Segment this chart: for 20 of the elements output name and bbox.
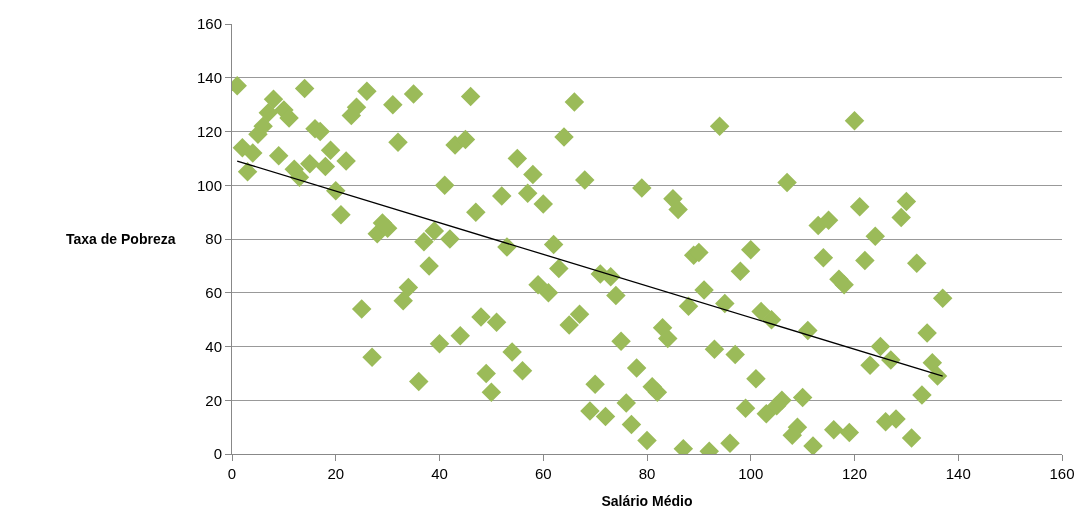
x-tick-label: 160 (1049, 465, 1075, 482)
x-axis-title: Salário Médio (601, 493, 693, 510)
x-tick-label: 120 (841, 465, 868, 482)
x-tick-label: 60 (534, 465, 552, 482)
x-tick-label: 100 (738, 465, 764, 482)
y-axis-title: Taxa de Pobreza (66, 231, 176, 247)
y-tick-label: 40 (205, 337, 222, 355)
x-tick-label: 40 (431, 465, 448, 482)
x-tick-label: 80 (638, 465, 656, 482)
y-tick-label: 80 (205, 230, 222, 248)
y-tick-label: 0 (213, 445, 222, 463)
x-tick-label: 140 (945, 465, 971, 482)
y-tick-label: 20 (205, 391, 222, 409)
x-tick-label: 20 (327, 465, 345, 482)
x-tick-label: 0 (227, 465, 237, 482)
y-tick-label: 60 (205, 284, 222, 301)
y-tick-label: 120 (196, 122, 222, 140)
y-tick-label: 100 (196, 176, 222, 194)
y-tick-label: 140 (196, 69, 222, 86)
y-tick-label: 160 (196, 15, 222, 33)
